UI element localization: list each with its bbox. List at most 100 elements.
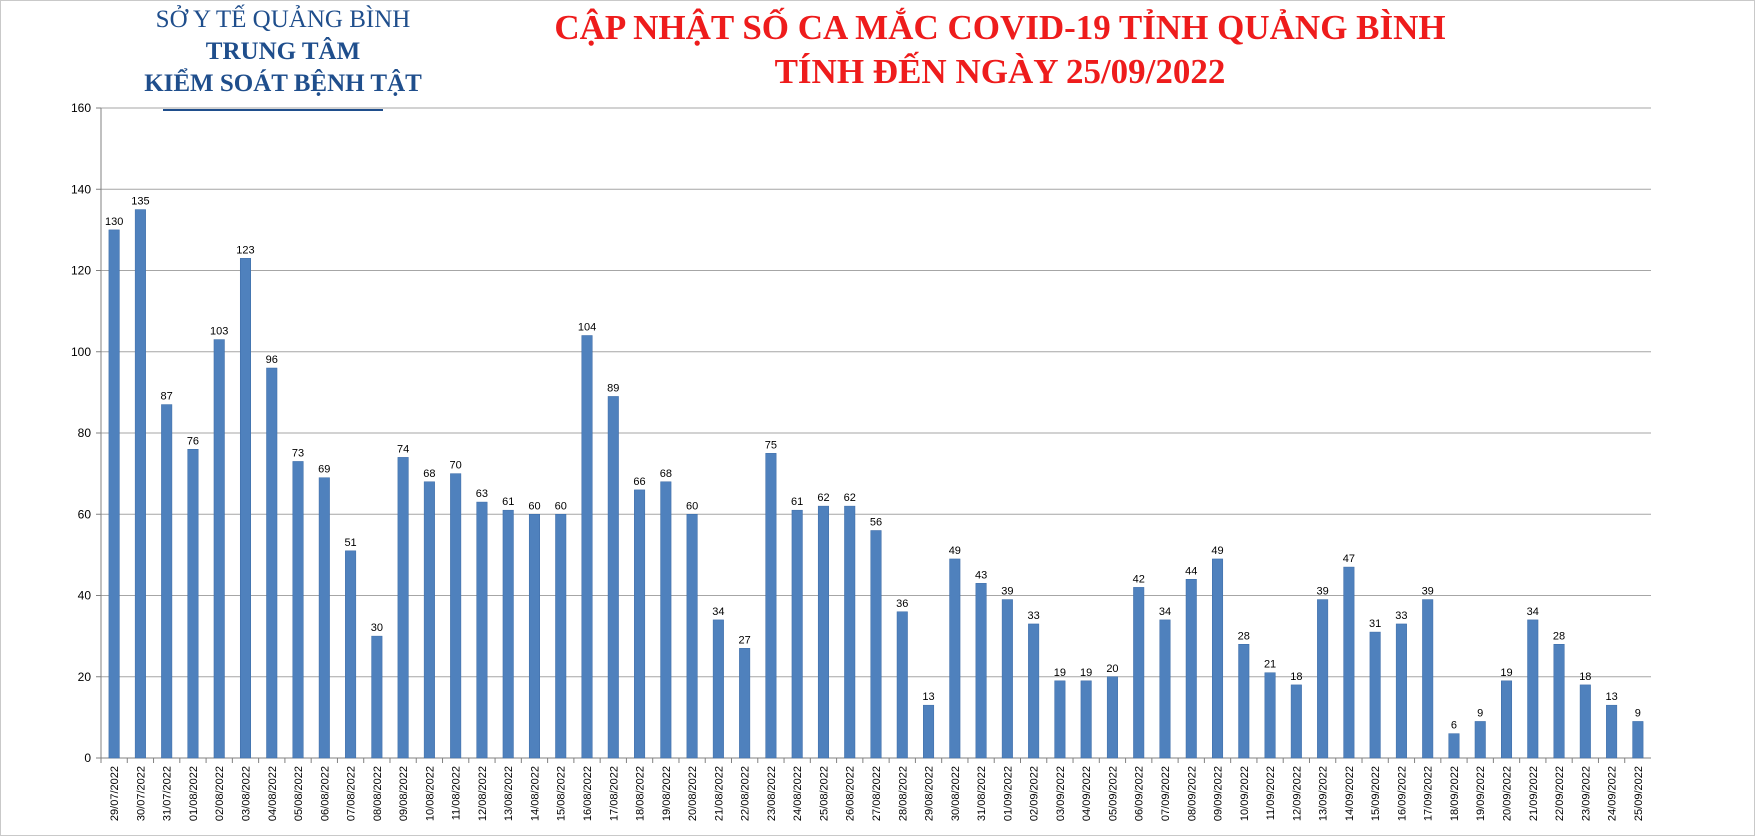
data-label: 30 <box>371 622 383 634</box>
data-label: 68 <box>423 468 435 480</box>
y-tick-label: 80 <box>78 426 92 440</box>
bar <box>1317 599 1329 759</box>
data-label: 39 <box>1316 586 1328 598</box>
data-label: 19 <box>1500 667 1512 679</box>
x-tick-label: 14/08/2022 <box>529 766 541 821</box>
bar <box>292 461 304 759</box>
bar <box>423 481 435 759</box>
y-tick-label: 100 <box>71 345 91 359</box>
x-tick-label: 01/08/2022 <box>188 766 200 821</box>
y-tick-label: 120 <box>71 264 91 278</box>
data-label: 70 <box>450 460 462 472</box>
data-label: 44 <box>1185 565 1197 577</box>
bar <box>607 396 619 759</box>
x-tick-label: 02/09/2022 <box>1029 766 1041 821</box>
data-label: 96 <box>266 354 278 366</box>
data-label: 36 <box>896 598 908 610</box>
x-tick-label: 10/09/2022 <box>1239 766 1251 821</box>
data-label: 21 <box>1264 659 1276 671</box>
bar <box>450 473 462 759</box>
x-tick-label: 19/09/2022 <box>1475 766 1487 821</box>
x-tick-label: 04/08/2022 <box>267 766 279 821</box>
org-underline <box>163 109 383 111</box>
x-tick-label: 20/09/2022 <box>1502 766 1514 821</box>
bar <box>266 367 278 759</box>
data-label: 63 <box>476 488 488 500</box>
bar <box>1238 644 1250 759</box>
bar <box>1579 684 1591 759</box>
data-label: 31 <box>1369 618 1381 630</box>
x-tick-label: 18/09/2022 <box>1449 766 1461 821</box>
data-label: 13 <box>1605 691 1617 703</box>
bar <box>1001 599 1013 759</box>
bar <box>371 635 383 759</box>
x-tick-label: 16/08/2022 <box>582 766 594 821</box>
data-label: 87 <box>161 391 173 403</box>
x-tick-label: 21/09/2022 <box>1528 766 1540 821</box>
data-label: 42 <box>1133 573 1145 585</box>
data-label: 103 <box>210 326 228 338</box>
data-label: 49 <box>1211 545 1223 557</box>
bar <box>949 558 961 759</box>
org-department: SỞ Y TẾ QUẢNG BÌNH <box>155 6 411 33</box>
data-label: 33 <box>1395 610 1407 622</box>
x-tick-label: 20/08/2022 <box>687 766 699 821</box>
bar <box>1474 721 1486 759</box>
data-label: 43 <box>975 569 987 581</box>
data-label: 34 <box>712 606 724 618</box>
x-tick-label: 06/08/2022 <box>319 766 331 821</box>
org-center-name: KIỂM SOÁT BỆNH TẬT <box>144 70 422 97</box>
bar <box>1133 587 1145 759</box>
data-label: 123 <box>236 244 254 256</box>
bar <box>975 583 987 759</box>
x-tick-label: 30/08/2022 <box>950 766 962 821</box>
x-tick-label: 07/08/2022 <box>346 766 358 821</box>
data-label: 47 <box>1343 553 1355 565</box>
x-tick-label: 13/08/2022 <box>503 766 515 821</box>
bar <box>870 530 882 759</box>
data-label: 28 <box>1238 630 1250 642</box>
bar <box>108 229 120 759</box>
bar <box>739 648 751 759</box>
bar <box>345 550 357 759</box>
x-tick-label: 24/09/2022 <box>1607 766 1619 821</box>
x-tick-label: 05/08/2022 <box>293 766 305 821</box>
data-label: 60 <box>686 500 698 512</box>
bar <box>686 514 698 759</box>
data-label: 60 <box>528 500 540 512</box>
data-label: 19 <box>1080 667 1092 679</box>
bar <box>1553 644 1565 759</box>
x-tick-label: 19/08/2022 <box>661 766 673 821</box>
x-tick-label: 21/08/2022 <box>713 766 725 821</box>
x-tick-label: 23/08/2022 <box>766 766 778 821</box>
x-tick-label: 18/08/2022 <box>635 766 647 821</box>
x-tick-label: 22/08/2022 <box>740 766 752 821</box>
data-label: 18 <box>1579 671 1591 683</box>
bar <box>817 505 829 759</box>
x-tick-label: 03/09/2022 <box>1055 766 1067 821</box>
bar <box>1212 558 1224 759</box>
x-tick-label: 31/07/2022 <box>162 766 174 821</box>
y-tick-label: 40 <box>78 589 92 603</box>
bar <box>555 514 567 759</box>
data-label: 76 <box>187 435 199 447</box>
bar <box>1290 684 1302 759</box>
x-tick-label: 13/09/2022 <box>1318 766 1330 821</box>
bar <box>791 509 803 759</box>
bar <box>844 505 856 759</box>
data-label: 18 <box>1290 671 1302 683</box>
bar <box>634 489 646 759</box>
bar <box>1395 623 1407 759</box>
data-label: 89 <box>607 382 619 394</box>
bar <box>1159 619 1171 759</box>
x-tick-label: 26/08/2022 <box>845 766 857 821</box>
data-label: 56 <box>870 517 882 529</box>
organization-header: SỞ Y TẾ QUẢNG BÌNH TRUNG TÂM KIỂM SOÁT B… <box>98 4 468 100</box>
data-label: 130 <box>105 216 123 228</box>
x-tick-label: 03/08/2022 <box>240 766 252 821</box>
bar <box>528 514 540 759</box>
x-tick-label: 15/08/2022 <box>556 766 568 821</box>
bar <box>502 509 514 759</box>
x-tick-label: 23/09/2022 <box>1580 766 1592 821</box>
data-label: 9 <box>1635 707 1641 719</box>
